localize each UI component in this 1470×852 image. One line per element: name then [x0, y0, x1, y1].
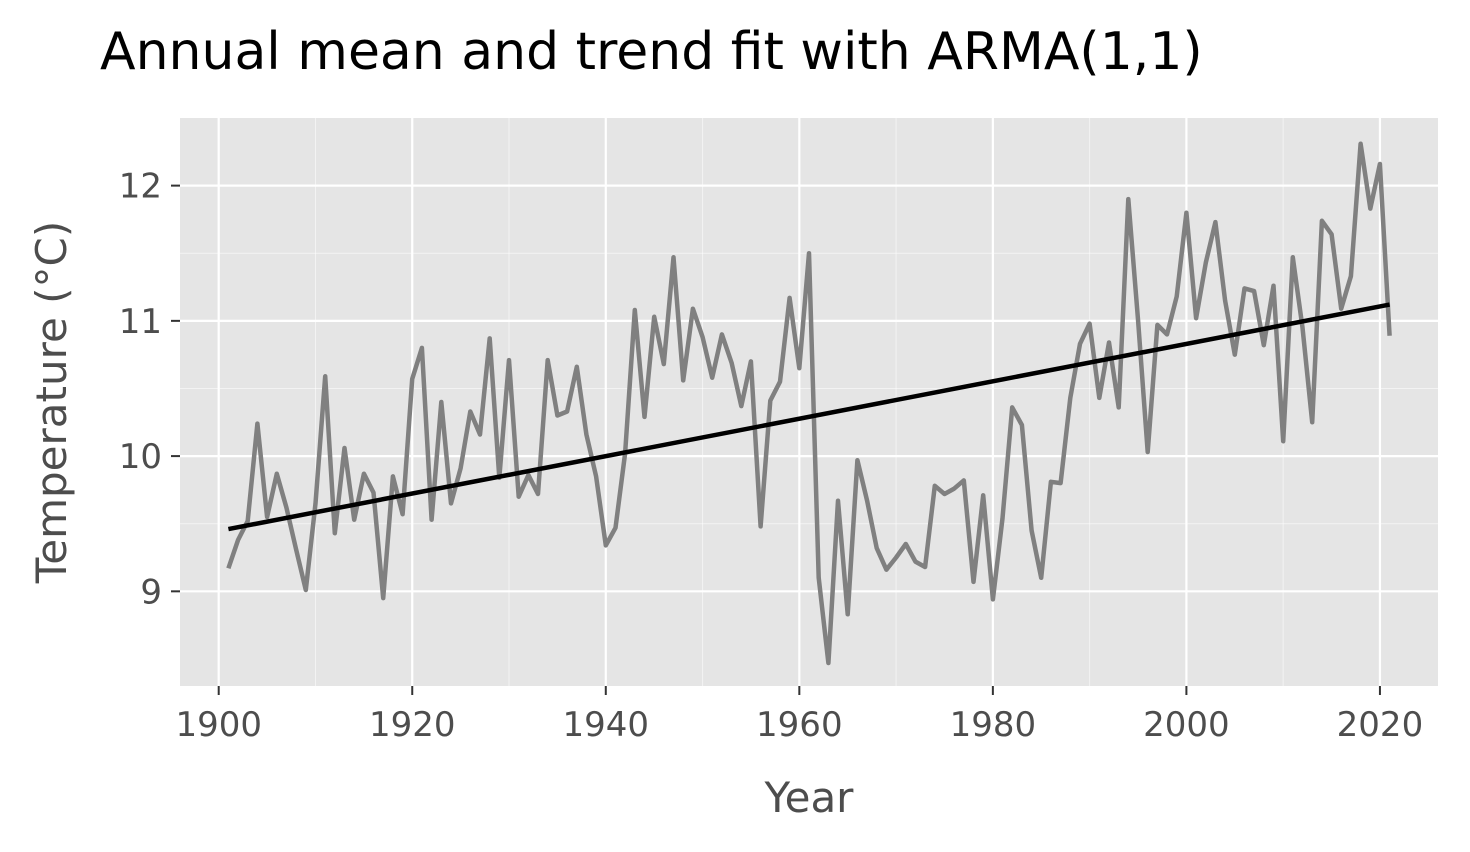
y-tick-label: 10: [119, 437, 162, 477]
x-tick-label: 1920: [369, 705, 456, 745]
y-axis-title: Temperature (°C): [27, 221, 76, 585]
x-tick-label: 1940: [563, 705, 650, 745]
x-tick-label: 2000: [1143, 705, 1230, 745]
trend-fit-line: [227, 302, 1391, 532]
chart-title: Annual mean and trend fit with ARMA(1,1): [100, 22, 1203, 82]
x-axis-title: Year: [764, 773, 855, 822]
y-tick-label: 12: [119, 167, 162, 207]
x-tick-label: 1900: [175, 705, 262, 745]
observed-annual-mean-line: [226, 141, 1392, 666]
series-layer: [226, 141, 1392, 666]
tick-layer: 1900 1920 1940 1960 1980 2000 2020 9 10 11 12: [119, 167, 1423, 745]
y-tick-label: 9: [140, 572, 162, 612]
plot-background: [180, 118, 1438, 686]
x-tick-label: 1980: [950, 705, 1037, 745]
x-tick-label: 1960: [756, 705, 843, 745]
y-tick-label: 11: [119, 302, 162, 342]
x-tick-label: 2020: [1337, 705, 1424, 745]
